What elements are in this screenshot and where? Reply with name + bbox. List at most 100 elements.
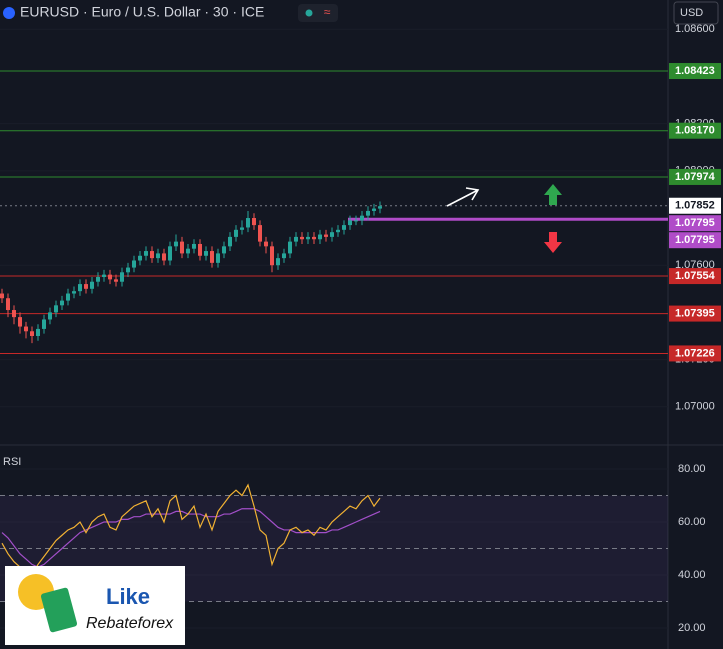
candle-body	[144, 251, 148, 256]
candle-body	[258, 225, 262, 242]
y-tick-label: 20.00	[678, 622, 706, 634]
currency-button[interactable]	[673, 1, 719, 25]
candle-body	[60, 300, 64, 306]
candle-body	[162, 253, 166, 261]
candle-body	[360, 215, 364, 221]
logo-title: Like	[106, 584, 150, 609]
symbol-icon	[3, 7, 15, 19]
candle-body	[36, 328, 40, 336]
candle-body	[378, 206, 382, 209]
candle-body	[288, 241, 292, 254]
candle-body	[90, 281, 94, 289]
symbol-title: EURUSD · Euro / U.S. Dollar · 30 · ICE	[20, 4, 264, 20]
candle-body	[78, 284, 82, 292]
price-tag	[669, 268, 721, 285]
candle-body	[318, 234, 322, 240]
candle-body	[168, 246, 172, 261]
down-arrow	[544, 232, 562, 253]
candle-body	[366, 210, 370, 216]
candle-body	[354, 220, 358, 222]
y-tick-label: 40.00	[678, 569, 706, 581]
candle-body	[336, 229, 340, 233]
price-tag-label: 1.07554	[675, 270, 716, 282]
candle-body	[276, 258, 280, 266]
rsi-title: RSI	[3, 456, 21, 468]
candle-body	[210, 251, 214, 263]
candle-body	[372, 208, 376, 211]
candle-body	[18, 317, 22, 327]
price-tag-label: 1.07795	[675, 217, 715, 229]
rsi-line	[1, 508, 381, 568]
candle-body	[108, 274, 112, 280]
price-tag	[669, 63, 721, 80]
price-tag	[669, 122, 721, 139]
candle-body	[156, 253, 160, 259]
candle-body	[252, 218, 256, 226]
price-tag-label: 1.08170	[675, 125, 715, 137]
price-tag	[669, 232, 721, 249]
candle-body	[324, 234, 328, 237]
price-tag	[669, 215, 721, 232]
candle-body	[264, 241, 268, 247]
candle-body	[300, 236, 304, 240]
candle-body	[132, 260, 136, 268]
candle-body	[114, 279, 118, 282]
candle-body	[72, 291, 76, 294]
candle-body	[180, 241, 184, 254]
candle-body	[228, 236, 232, 247]
trend-arrow	[446, 187, 480, 207]
candle-body	[282, 253, 286, 259]
candle-body	[330, 232, 334, 237]
candle-body	[240, 227, 244, 230]
status-pill[interactable]	[298, 4, 338, 22]
price-tag-label: 1.07795	[675, 234, 715, 246]
price-tag-label: 1.07852	[675, 200, 715, 212]
candle-body	[24, 326, 28, 332]
logo-subtitle: Rebateforex	[86, 615, 174, 632]
candle-body	[192, 243, 196, 249]
price-tag	[669, 345, 721, 362]
price-tag-label: 1.07395	[675, 307, 715, 319]
candle-body	[342, 225, 346, 230]
y-tick-label: 1.07000	[675, 401, 715, 413]
status-dot	[305, 9, 313, 17]
candle-body	[102, 274, 106, 278]
candle-body	[198, 243, 202, 256]
candle-body	[234, 229, 238, 237]
candle-body	[30, 331, 34, 336]
up-arrow	[544, 184, 562, 205]
candle-body	[96, 277, 100, 282]
price-tag-label: 1.07974	[675, 171, 716, 183]
price-tag-label: 1.08423	[675, 65, 715, 77]
candle-body	[12, 310, 16, 318]
candle-body	[138, 255, 142, 261]
currency-label[interactable]: USD	[680, 7, 703, 19]
y-tick-label: 60.00	[678, 516, 706, 528]
candle-body	[120, 272, 124, 282]
candle-body	[348, 220, 352, 226]
rsi-line	[1, 483, 381, 576]
candle-body	[6, 298, 10, 311]
candle-body	[312, 236, 316, 240]
candle-body	[0, 293, 4, 299]
candle-body	[306, 236, 310, 240]
candle-body	[186, 248, 190, 254]
candle-body	[126, 267, 130, 273]
candle-body	[270, 246, 274, 266]
candle-body	[66, 293, 70, 301]
price-tag	[669, 168, 721, 185]
candle-body	[216, 253, 220, 263]
status-icon: ≈	[324, 5, 331, 19]
candle-body	[42, 319, 46, 329]
y-tick-label: 1.08600	[675, 23, 715, 35]
candle-body	[294, 236, 298, 242]
candle-body	[84, 284, 88, 289]
price-tag-label: 1.07226	[675, 347, 715, 359]
price-tag	[669, 305, 721, 322]
candle-body	[204, 251, 208, 256]
candle-body	[222, 246, 226, 254]
candle-body	[54, 305, 58, 313]
candle-body	[174, 241, 178, 247]
